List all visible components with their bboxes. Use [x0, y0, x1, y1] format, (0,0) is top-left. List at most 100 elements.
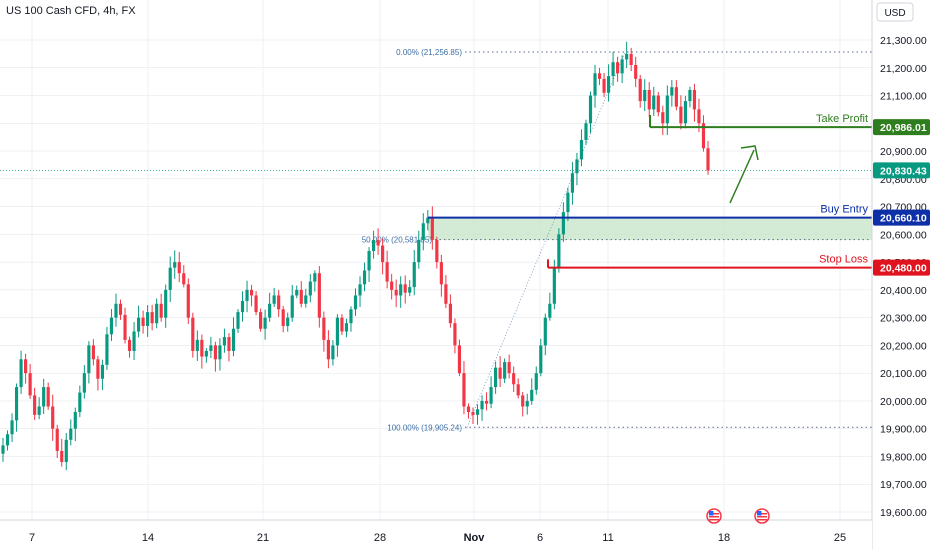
- take-profit-price-tag[interactable]: [873, 119, 930, 136]
- candle[interactable]: [381, 245, 385, 263]
- candle[interactable]: [127, 339, 132, 351]
- candle[interactable]: [5, 434, 10, 446]
- candle[interactable]: [376, 239, 380, 246]
- candle[interactable]: [227, 337, 231, 351]
- candle[interactable]: [371, 239, 376, 252]
- candle[interactable]: [164, 289, 168, 318]
- candle[interactable]: [548, 303, 552, 318]
- candle[interactable]: [191, 317, 195, 351]
- candle[interactable]: [453, 323, 457, 346]
- candle[interactable]: [394, 289, 398, 296]
- candle[interactable]: [652, 95, 656, 110]
- candle[interactable]: [606, 76, 611, 93]
- candle[interactable]: [566, 192, 570, 213]
- trade-levels[interactable]: Take Profit Buy Entry Stop Loss: [428, 113, 872, 269]
- candle[interactable]: [661, 112, 665, 124]
- candle[interactable]: [471, 412, 475, 415]
- candle[interactable]: [182, 273, 186, 285]
- candle[interactable]: [539, 345, 543, 374]
- candle[interactable]: [647, 89, 651, 110]
- candle[interactable]: [421, 223, 425, 240]
- candle[interactable]: [222, 337, 227, 346]
- us-flag-event-icon[interactable]: [754, 508, 770, 524]
- candle[interactable]: [480, 400, 484, 410]
- candle[interactable]: [543, 317, 547, 346]
- candle[interactable]: [597, 73, 602, 79]
- candle[interactable]: [326, 339, 330, 360]
- candle[interactable]: [507, 362, 511, 374]
- candle[interactable]: [73, 412, 77, 429]
- candle[interactable]: [141, 317, 145, 326]
- candle[interactable]: [19, 359, 23, 388]
- candle[interactable]: [584, 123, 588, 140]
- candle[interactable]: [209, 345, 213, 351]
- candle[interactable]: [10, 420, 14, 435]
- candle[interactable]: [561, 212, 565, 235]
- candle[interactable]: [403, 284, 407, 293]
- candle[interactable]: [489, 387, 493, 404]
- candle[interactable]: [399, 284, 403, 296]
- candle[interactable]: [1, 445, 5, 454]
- candle[interactable]: [268, 303, 272, 318]
- candle[interactable]: [448, 303, 452, 324]
- us-flag-event-icon[interactable]: [706, 508, 722, 524]
- candle[interactable]: [118, 303, 123, 315]
- candle[interactable]: [254, 295, 258, 313]
- candle[interactable]: [494, 367, 498, 388]
- candle[interactable]: [498, 367, 502, 379]
- candle[interactable]: [674, 87, 678, 107]
- candle[interactable]: [457, 345, 462, 374]
- candle[interactable]: [417, 239, 421, 263]
- candle[interactable]: [304, 295, 308, 304]
- candle[interactable]: [575, 159, 579, 174]
- candle[interactable]: [37, 406, 41, 415]
- candles[interactable]: [1, 41, 710, 471]
- candle[interactable]: [656, 95, 660, 113]
- candle[interactable]: [412, 262, 416, 288]
- candle[interactable]: [579, 139, 584, 160]
- candle[interactable]: [593, 73, 597, 96]
- candle[interactable]: [231, 328, 236, 351]
- candle[interactable]: [51, 406, 55, 429]
- candle[interactable]: [331, 345, 335, 360]
- candle[interactable]: [114, 303, 118, 318]
- buy-entry-price-tag[interactable]: [873, 209, 930, 226]
- candle[interactable]: [55, 428, 59, 451]
- candle[interactable]: [367, 251, 371, 271]
- candle[interactable]: [100, 364, 105, 379]
- candle[interactable]: [683, 101, 687, 124]
- candle[interactable]: [290, 295, 294, 318]
- candle[interactable]: [136, 317, 141, 332]
- candle[interactable]: [33, 395, 37, 415]
- candle[interactable]: [240, 300, 245, 313]
- candle[interactable]: [186, 284, 190, 318]
- candle[interactable]: [670, 87, 674, 96]
- candle[interactable]: [249, 289, 254, 296]
- candle[interactable]: [78, 392, 82, 413]
- candle[interactable]: [295, 289, 299, 296]
- candle[interactable]: [353, 295, 358, 310]
- time-axis[interactable]: 7 14 21 28 Nov 6 11 18 25: [0, 519, 872, 550]
- candle[interactable]: [236, 312, 240, 329]
- candle[interactable]: [570, 173, 575, 193]
- candle[interactable]: [679, 106, 683, 124]
- candle[interactable]: [625, 53, 629, 60]
- candle[interactable]: [629, 53, 633, 65]
- candle[interactable]: [218, 345, 222, 360]
- candle[interactable]: [430, 217, 434, 240]
- candle[interactable]: [340, 317, 344, 332]
- candle[interactable]: [408, 287, 412, 293]
- candle[interactable]: [643, 89, 647, 102]
- candle[interactable]: [91, 345, 95, 360]
- candle[interactable]: [706, 148, 710, 171]
- candle[interactable]: [281, 309, 285, 326]
- candle[interactable]: [64, 439, 68, 463]
- candle[interactable]: [200, 339, 204, 357]
- candle[interactable]: [82, 373, 86, 393]
- candle[interactable]: [277, 295, 281, 310]
- candle[interactable]: [444, 284, 448, 304]
- candle[interactable]: [317, 273, 321, 318]
- candle[interactable]: [530, 389, 534, 401]
- candle[interactable]: [634, 64, 638, 79]
- candle[interactable]: [308, 281, 312, 296]
